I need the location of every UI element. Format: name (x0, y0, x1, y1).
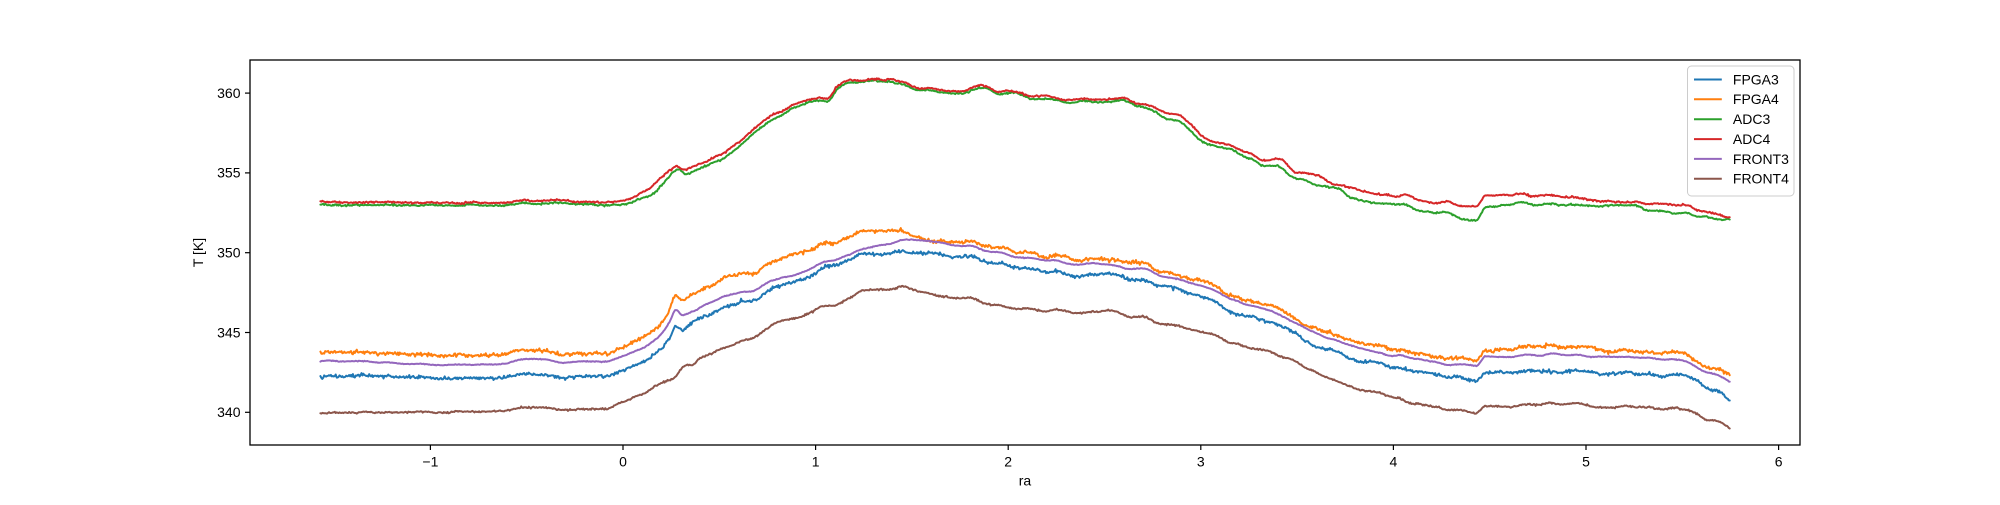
svg-text:2: 2 (1004, 454, 1012, 470)
svg-text:350: 350 (217, 245, 241, 261)
svg-text:ra: ra (1019, 473, 1032, 489)
svg-text:FRONT3: FRONT3 (1733, 151, 1789, 167)
svg-text:345: 345 (217, 324, 241, 340)
svg-text:5: 5 (1582, 454, 1590, 470)
svg-text:355: 355 (217, 165, 241, 181)
svg-text:340: 340 (217, 404, 241, 420)
svg-text:4: 4 (1390, 454, 1398, 470)
svg-text:1: 1 (812, 454, 820, 470)
svg-text:360: 360 (217, 85, 241, 101)
svg-text:FPGA3: FPGA3 (1733, 71, 1779, 87)
svg-text:ADC4: ADC4 (1733, 131, 1771, 147)
svg-text:0: 0 (619, 454, 627, 470)
svg-text:FPGA4: FPGA4 (1733, 91, 1779, 107)
svg-text:FRONT4: FRONT4 (1733, 171, 1789, 187)
svg-text:−1: −1 (422, 454, 438, 470)
svg-text:3: 3 (1197, 454, 1205, 470)
svg-text:ADC3: ADC3 (1733, 111, 1771, 127)
svg-text:6: 6 (1775, 454, 1783, 470)
svg-text:T [K]: T [K] (190, 238, 206, 267)
